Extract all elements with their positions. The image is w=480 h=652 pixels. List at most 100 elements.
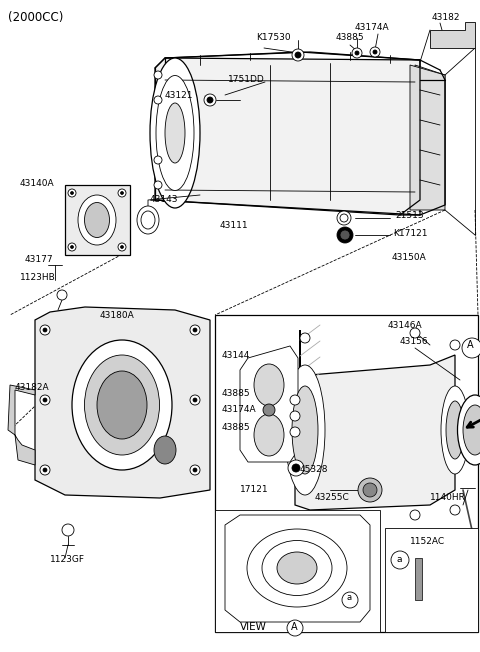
Ellipse shape <box>262 541 332 595</box>
Circle shape <box>43 328 47 332</box>
Text: K17530: K17530 <box>256 33 290 42</box>
Circle shape <box>340 230 350 240</box>
Circle shape <box>120 246 123 248</box>
Circle shape <box>450 340 460 350</box>
Circle shape <box>410 328 420 338</box>
Text: A: A <box>291 622 297 632</box>
Text: 43885: 43885 <box>222 422 251 432</box>
Circle shape <box>154 181 162 189</box>
Text: 21513: 21513 <box>395 211 424 220</box>
Circle shape <box>204 94 216 106</box>
Circle shape <box>71 192 73 194</box>
Circle shape <box>43 398 47 402</box>
Ellipse shape <box>84 355 159 455</box>
Text: 43144: 43144 <box>222 351 251 359</box>
Ellipse shape <box>97 371 147 439</box>
Polygon shape <box>225 515 370 622</box>
Circle shape <box>57 290 67 300</box>
Circle shape <box>120 192 123 194</box>
Bar <box>215 510 380 632</box>
Circle shape <box>292 464 300 472</box>
Text: 1123GF: 1123GF <box>50 556 85 565</box>
Ellipse shape <box>446 401 464 459</box>
Ellipse shape <box>254 364 284 406</box>
Circle shape <box>40 395 50 405</box>
Text: VIEW: VIEW <box>240 622 267 632</box>
Ellipse shape <box>247 529 347 607</box>
Ellipse shape <box>463 405 480 455</box>
Circle shape <box>190 325 200 335</box>
Circle shape <box>373 50 377 54</box>
Text: 45328: 45328 <box>300 466 328 475</box>
Circle shape <box>71 246 73 248</box>
Circle shape <box>337 211 351 225</box>
Circle shape <box>355 51 359 55</box>
Circle shape <box>207 97 213 103</box>
Polygon shape <box>240 346 298 462</box>
Circle shape <box>292 49 304 61</box>
Circle shape <box>263 404 275 416</box>
Polygon shape <box>155 58 420 215</box>
Text: K17121: K17121 <box>393 228 428 237</box>
Text: 43156: 43156 <box>400 338 429 346</box>
Ellipse shape <box>285 365 325 495</box>
Circle shape <box>290 395 300 405</box>
Text: 43885: 43885 <box>222 389 251 398</box>
Circle shape <box>154 96 162 104</box>
Text: 43182A: 43182A <box>15 383 49 393</box>
Circle shape <box>68 243 76 251</box>
Circle shape <box>40 465 50 475</box>
Text: 43182: 43182 <box>432 12 460 22</box>
Circle shape <box>290 411 300 421</box>
Polygon shape <box>295 330 455 510</box>
Polygon shape <box>35 307 210 498</box>
Polygon shape <box>430 22 475 48</box>
Circle shape <box>462 338 480 358</box>
Circle shape <box>290 427 300 437</box>
Text: 17121: 17121 <box>240 486 269 494</box>
Ellipse shape <box>165 103 185 163</box>
Circle shape <box>193 398 197 402</box>
Circle shape <box>190 465 200 475</box>
Ellipse shape <box>154 436 176 464</box>
Ellipse shape <box>78 195 116 245</box>
Circle shape <box>342 592 358 608</box>
Circle shape <box>391 551 409 569</box>
Circle shape <box>193 468 197 472</box>
Circle shape <box>190 395 200 405</box>
Circle shape <box>287 620 303 636</box>
Circle shape <box>337 227 353 243</box>
Text: a: a <box>347 593 351 602</box>
Circle shape <box>340 214 348 222</box>
Circle shape <box>118 189 126 197</box>
Circle shape <box>300 513 310 523</box>
Text: 43255C: 43255C <box>315 492 350 501</box>
Polygon shape <box>65 185 130 255</box>
Ellipse shape <box>277 552 317 584</box>
Circle shape <box>358 478 382 502</box>
Bar <box>415 558 422 600</box>
Text: (2000CC): (2000CC) <box>8 12 63 25</box>
Polygon shape <box>415 65 445 205</box>
Ellipse shape <box>84 203 109 237</box>
Circle shape <box>43 468 47 472</box>
Ellipse shape <box>150 58 200 208</box>
Circle shape <box>450 505 460 515</box>
Text: a: a <box>396 554 402 563</box>
Ellipse shape <box>137 206 159 234</box>
Circle shape <box>410 510 420 520</box>
Ellipse shape <box>292 386 318 474</box>
Text: 1751DD: 1751DD <box>228 76 265 85</box>
Polygon shape <box>8 385 35 465</box>
Circle shape <box>295 52 301 58</box>
Text: 43885: 43885 <box>336 33 365 42</box>
Text: 1152AC: 1152AC <box>410 537 445 546</box>
Circle shape <box>154 71 162 79</box>
Circle shape <box>193 328 197 332</box>
Circle shape <box>370 47 380 57</box>
Circle shape <box>352 48 362 58</box>
Polygon shape <box>410 65 445 210</box>
Circle shape <box>68 189 76 197</box>
Ellipse shape <box>156 76 194 190</box>
Text: 1140HR: 1140HR <box>430 492 466 501</box>
